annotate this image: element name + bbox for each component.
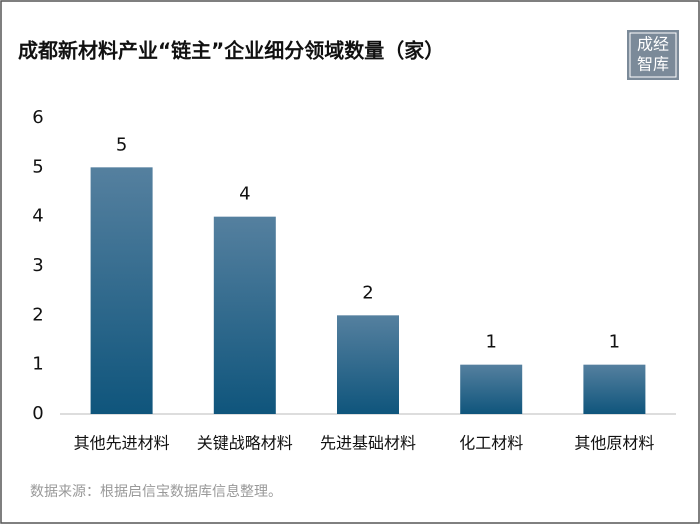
y-tick-label: 1 bbox=[32, 354, 43, 375]
y-tick-label: 4 bbox=[32, 206, 43, 227]
logo-border bbox=[629, 32, 677, 78]
chart-title: 成都新材料产业“链主”企业细分领域数量（家） bbox=[18, 39, 444, 63]
bar bbox=[460, 364, 523, 414]
y-tick-label: 3 bbox=[32, 255, 43, 276]
bar bbox=[337, 315, 399, 414]
x-tick-label: 关键战略材料 bbox=[197, 434, 293, 453]
y-tick-label: 6 bbox=[32, 107, 43, 128]
bar bbox=[90, 167, 153, 414]
data-label: 5 bbox=[116, 134, 127, 155]
y-tick-label: 5 bbox=[32, 156, 43, 177]
data-label: 2 bbox=[362, 282, 373, 303]
y-tick-label: 2 bbox=[32, 304, 43, 325]
y-tick-label: 0 bbox=[32, 403, 43, 424]
logo-box bbox=[627, 30, 679, 80]
source-note: 数据来源：根据启信宝数据库信息整理。 bbox=[30, 483, 282, 500]
x-tick-label: 其他原材料 bbox=[574, 434, 654, 453]
bar bbox=[213, 216, 276, 414]
data-label: 1 bbox=[485, 332, 496, 353]
logo-text: 成经 bbox=[637, 35, 669, 54]
bar bbox=[583, 364, 646, 414]
x-tick-label: 其他先进材料 bbox=[74, 434, 170, 453]
logo-text: 智库 bbox=[637, 55, 669, 74]
x-tick-label: 化工材料 bbox=[459, 434, 523, 453]
data-label: 4 bbox=[239, 184, 250, 205]
x-tick-label: 先进基础材料 bbox=[320, 434, 416, 453]
data-label: 1 bbox=[609, 332, 620, 353]
